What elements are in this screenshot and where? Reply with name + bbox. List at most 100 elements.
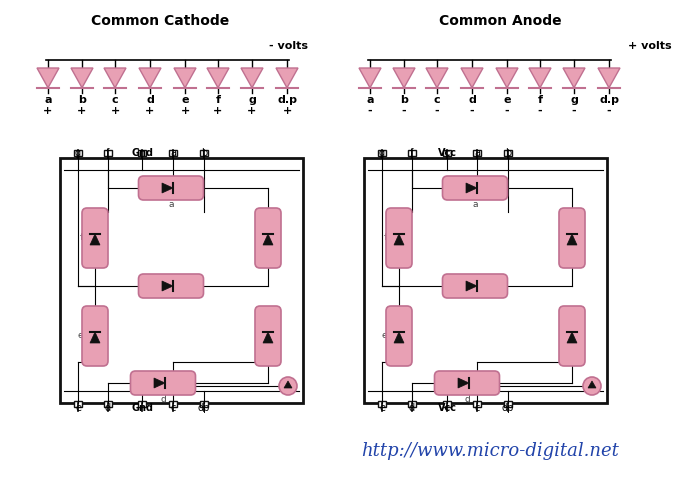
Text: -: - [470, 106, 474, 116]
Bar [504, 401, 512, 407]
Text: Gnd: Gnd [131, 403, 153, 413]
FancyBboxPatch shape [559, 306, 585, 366]
FancyBboxPatch shape [559, 208, 585, 268]
Polygon shape [90, 234, 100, 245]
Text: +: + [43, 106, 52, 116]
Text: +: + [77, 106, 87, 116]
Text: -: - [505, 106, 509, 116]
Polygon shape [207, 68, 229, 88]
Text: -: - [367, 106, 372, 116]
Polygon shape [71, 68, 93, 88]
Text: f: f [107, 148, 109, 158]
Polygon shape [276, 68, 298, 88]
Polygon shape [567, 234, 577, 245]
Text: b: b [577, 233, 583, 242]
Text: b: b [201, 148, 207, 158]
Text: d: d [468, 95, 476, 105]
Polygon shape [154, 378, 165, 388]
FancyBboxPatch shape [442, 274, 508, 298]
Polygon shape [162, 281, 173, 291]
Text: e: e [181, 95, 189, 105]
Text: Vcc: Vcc [438, 403, 457, 413]
Bar [200, 401, 208, 407]
Text: f: f [215, 95, 220, 105]
Text: e: e [381, 331, 387, 341]
Polygon shape [393, 68, 415, 88]
FancyBboxPatch shape [82, 208, 108, 268]
Text: Vcc: Vcc [438, 148, 457, 158]
Text: http://www.micro-digital.net: http://www.micro-digital.net [361, 442, 619, 460]
Text: a: a [169, 200, 174, 209]
Text: a: a [44, 95, 52, 105]
Bar [169, 401, 177, 407]
Circle shape [583, 377, 601, 395]
Bar [378, 150, 386, 156]
Polygon shape [567, 332, 577, 343]
Bar [364, 158, 607, 403]
Polygon shape [496, 68, 518, 88]
Polygon shape [394, 332, 404, 343]
Text: f: f [80, 233, 83, 242]
Bar [443, 150, 451, 156]
Text: +: + [282, 106, 292, 116]
Bar [104, 401, 112, 407]
Text: b: b [78, 95, 86, 105]
Polygon shape [461, 68, 483, 88]
Text: a: a [170, 148, 176, 158]
Text: Common Cathode: Common Cathode [91, 14, 229, 28]
Bar [60, 158, 303, 403]
Text: e: e [503, 95, 510, 105]
Polygon shape [598, 68, 620, 88]
Text: d.p: d.p [599, 95, 619, 105]
FancyBboxPatch shape [435, 371, 499, 395]
Bar [169, 150, 177, 156]
Polygon shape [90, 332, 100, 343]
Polygon shape [263, 332, 273, 343]
Polygon shape [588, 381, 596, 388]
Bar [473, 150, 481, 156]
Text: g: g [570, 95, 578, 105]
FancyBboxPatch shape [386, 306, 412, 366]
Bar [378, 401, 386, 407]
Polygon shape [263, 234, 273, 245]
Text: -: - [435, 106, 440, 116]
Text: dp: dp [502, 403, 514, 413]
Text: e: e [75, 403, 81, 413]
Polygon shape [241, 68, 263, 88]
Text: e: e [379, 403, 385, 413]
Polygon shape [458, 378, 469, 388]
Text: d: d [105, 403, 111, 413]
Text: c: c [111, 95, 118, 105]
Text: c: c [577, 331, 582, 341]
Polygon shape [359, 68, 381, 88]
Polygon shape [466, 183, 477, 193]
Text: f: f [537, 95, 543, 105]
Text: d.p: d.p [277, 95, 297, 105]
Polygon shape [162, 183, 173, 193]
Text: +: + [145, 106, 155, 116]
FancyBboxPatch shape [138, 274, 204, 298]
Text: c: c [273, 331, 278, 341]
Text: f: f [410, 148, 413, 158]
Text: g: g [475, 284, 481, 293]
Text: +: + [110, 106, 120, 116]
Bar [504, 150, 512, 156]
Text: b: b [505, 148, 511, 158]
FancyBboxPatch shape [255, 208, 281, 268]
Text: e: e [77, 331, 83, 341]
Text: c: c [474, 403, 480, 413]
Polygon shape [466, 281, 477, 291]
Bar [138, 150, 146, 156]
Polygon shape [529, 68, 551, 88]
FancyBboxPatch shape [442, 176, 508, 200]
Polygon shape [426, 68, 448, 88]
Polygon shape [104, 68, 126, 88]
Text: -: - [572, 106, 577, 116]
Text: d: d [409, 403, 415, 413]
Text: + volts: + volts [628, 41, 672, 51]
Text: +: + [213, 106, 223, 116]
FancyBboxPatch shape [255, 306, 281, 366]
Text: c: c [433, 95, 440, 105]
Bar [74, 150, 82, 156]
Polygon shape [139, 68, 161, 88]
